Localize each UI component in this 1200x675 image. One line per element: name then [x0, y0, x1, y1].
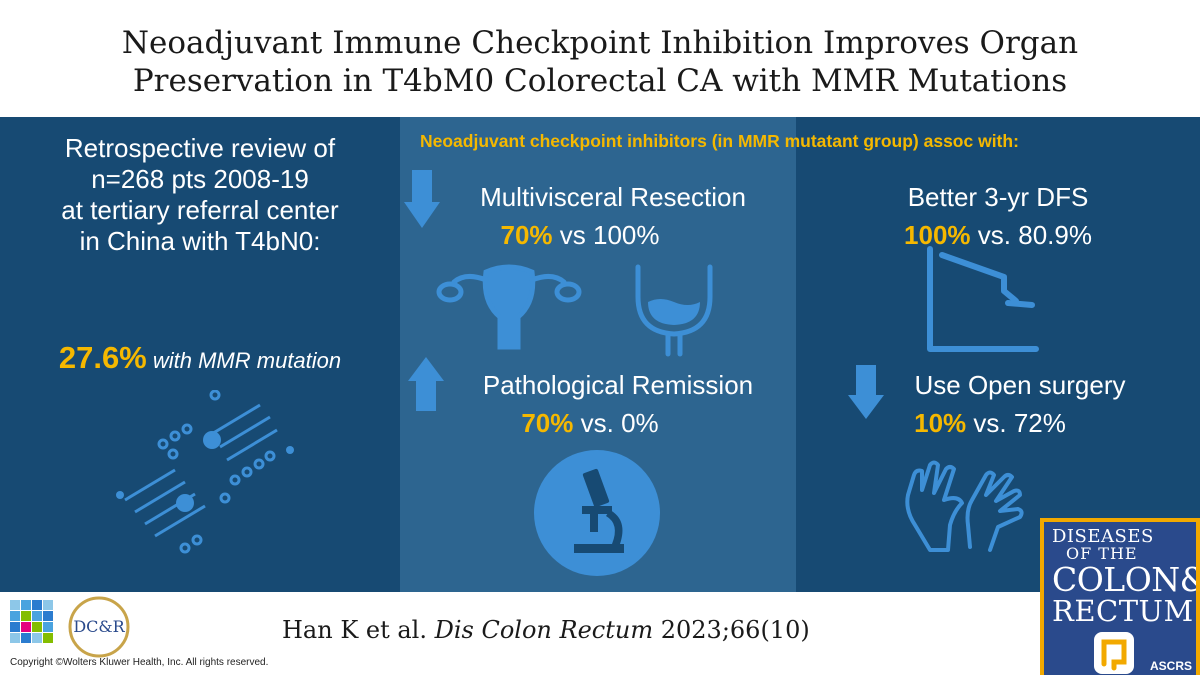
microscope-icon — [534, 450, 660, 576]
dfs-values: 100% vs. 80.9% — [796, 220, 1200, 250]
journal-line-3: COLON& — [1052, 560, 1196, 599]
mmr-stat-label: with MMR mutation — [152, 348, 342, 373]
resection-values: 70% vs 100% — [430, 220, 730, 250]
remission-title: Pathological Remission — [482, 370, 754, 400]
dfs-title: Better 3-yr DFS — [907, 182, 1089, 212]
citation-authors: Han K et al. — [282, 616, 427, 644]
journal-cover: DISEASES OF THE COLON& RECTUM ASCRS — [1040, 518, 1200, 675]
dna-icon — [116, 390, 294, 554]
mmr-stat: 27.6% with MMR mutation — [0, 340, 400, 376]
open-surgery-value: 10% — [914, 408, 967, 438]
resection-value: 70% — [500, 220, 553, 250]
journal-line-4: RECTUM — [1052, 594, 1194, 628]
remission-comparison: vs. 0% — [580, 408, 659, 438]
study-line-1: Retrospective review of — [64, 133, 336, 163]
resection-comparison: vs 100% — [559, 220, 660, 250]
journal-society: ASCRS — [1149, 659, 1192, 673]
uterus-icon — [436, 264, 582, 350]
study-line-2: n=268 pts 2008-19 — [91, 164, 309, 194]
left-panel — [0, 117, 400, 592]
colon-icon — [1094, 632, 1134, 674]
survival-curve-icon — [927, 246, 1039, 352]
bladder-icon — [635, 264, 713, 357]
arrow-down-icon-right — [848, 365, 884, 419]
footer — [0, 592, 1200, 675]
open-surgery-comparison: vs. 72% — [973, 408, 1066, 438]
open-surgery-values: 10% vs. 72% — [860, 408, 1120, 438]
copyright: Copyright ©Wolters Kluwer Health, Inc. A… — [10, 657, 269, 668]
study-line-3: at tertiary referral center — [61, 195, 339, 225]
study-description: Retrospective review of n=268 pts 2008-1… — [0, 133, 400, 257]
arrow-up-icon — [408, 357, 444, 411]
dfs-value: 100% — [904, 220, 971, 250]
dcr-logo-icon: DC&R — [68, 596, 130, 658]
mmr-stat-value: 27.6% — [58, 340, 147, 375]
open-surgery-title: Use Open surgery — [914, 370, 1126, 400]
journal-line-1: DISEASES — [1052, 526, 1154, 547]
citation-journal: Dis Colon Rectum — [434, 616, 654, 644]
journal-line-2: OF THE — [1066, 544, 1138, 563]
dfs-comparison: vs. 80.9% — [977, 220, 1092, 250]
remission-values: 70% vs. 0% — [440, 408, 740, 438]
title-line-1: Neoadjuvant Immune Checkpoint Inhibition… — [121, 25, 1079, 61]
dcr-logo-text: DC&R — [73, 617, 125, 636]
title-line-2: Preservation in T4bM0 Colorectal CA with… — [132, 63, 1068, 99]
citation: Han K et al. Dis Colon Rectum 2023;66(10… — [282, 616, 810, 644]
resection-title: Multivisceral Resection — [480, 182, 746, 212]
study-line-4: in China with T4bN0: — [79, 226, 321, 256]
right-panel — [796, 117, 1200, 592]
citation-volume: 2023;66(10) — [660, 616, 810, 644]
section-header: Neoadjuvant checkpoint inhibitors (in MM… — [420, 131, 1019, 151]
wolters-kluwer-logo-icon — [10, 600, 53, 643]
gloves-icon — [905, 460, 1024, 552]
remission-value: 70% — [521, 408, 574, 438]
page-title: Neoadjuvant Immune Checkpoint Inhibition… — [0, 0, 1200, 117]
arrow-down-icon — [404, 170, 440, 228]
